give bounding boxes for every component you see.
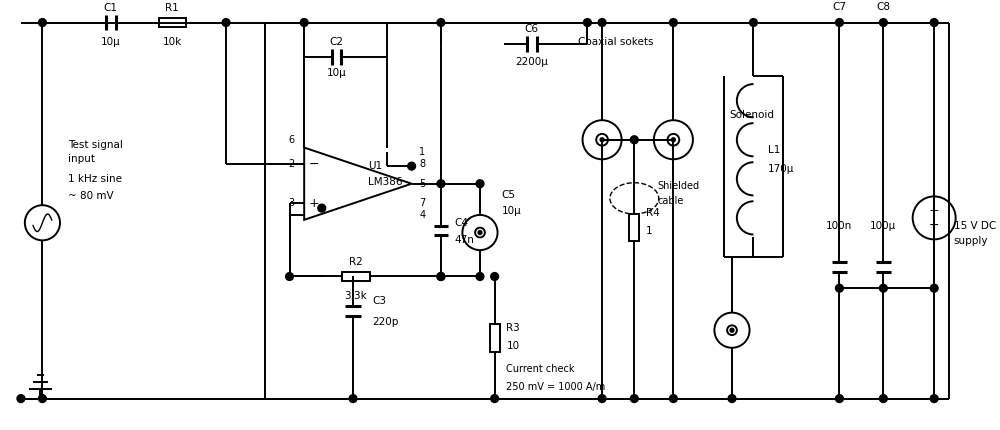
Circle shape [437, 18, 445, 27]
Text: R1: R1 [165, 3, 179, 13]
Text: 10k: 10k [163, 37, 182, 47]
Text: 10μ: 10μ [101, 37, 121, 47]
Circle shape [669, 18, 677, 27]
Text: −: − [929, 219, 939, 232]
Circle shape [630, 136, 638, 144]
Text: 10μ: 10μ [501, 206, 521, 216]
Text: 170μ: 170μ [768, 164, 794, 174]
Circle shape [437, 273, 445, 280]
Text: C3: C3 [373, 296, 387, 306]
Circle shape [879, 18, 887, 27]
Text: 3: 3 [288, 198, 294, 208]
Text: input: input [68, 154, 95, 164]
Text: Current check: Current check [506, 364, 575, 374]
Text: 3.3k: 3.3k [345, 291, 367, 301]
Circle shape [879, 395, 887, 402]
Text: Solenoid: Solenoid [729, 111, 774, 120]
Circle shape [930, 284, 938, 292]
Circle shape [491, 395, 499, 402]
Circle shape [222, 18, 230, 27]
Text: R2: R2 [349, 257, 363, 267]
Circle shape [598, 395, 606, 402]
Text: 2: 2 [288, 159, 294, 169]
Circle shape [836, 18, 843, 27]
Circle shape [669, 395, 677, 402]
Text: 100μ: 100μ [870, 221, 896, 231]
Circle shape [17, 395, 25, 402]
Circle shape [437, 273, 445, 280]
Circle shape [879, 284, 887, 292]
Circle shape [478, 230, 482, 234]
Circle shape [476, 273, 484, 280]
Text: 220p: 220p [373, 317, 399, 327]
Circle shape [39, 395, 46, 402]
Circle shape [408, 162, 416, 170]
Text: 10: 10 [506, 341, 519, 351]
Text: C4: C4 [455, 218, 469, 228]
Text: 15 V DC: 15 V DC [954, 221, 996, 231]
Text: 250 mV = 1000 A/m: 250 mV = 1000 A/m [506, 382, 606, 392]
Circle shape [671, 138, 675, 142]
Text: C5: C5 [501, 190, 515, 200]
Circle shape [728, 395, 736, 402]
Circle shape [584, 18, 591, 27]
Text: 2200μ: 2200μ [515, 57, 548, 67]
Circle shape [600, 138, 604, 142]
Circle shape [750, 18, 757, 27]
Bar [159, 18, 186, 28]
Bar [629, 214, 639, 241]
Text: 8: 8 [419, 159, 426, 169]
Text: cable: cable [658, 196, 684, 206]
Circle shape [437, 180, 445, 187]
Text: 100n: 100n [826, 221, 853, 231]
Circle shape [630, 395, 638, 402]
Text: Coaxial sokets: Coaxial sokets [578, 37, 653, 47]
Text: Shielded: Shielded [658, 181, 700, 190]
Bar [490, 324, 500, 352]
Text: 7: 7 [419, 198, 426, 208]
Text: 10μ: 10μ [327, 68, 346, 78]
Text: L1: L1 [768, 144, 780, 154]
Text: 1: 1 [646, 226, 653, 236]
Circle shape [930, 18, 938, 27]
Text: 4: 4 [419, 210, 426, 220]
Text: LM386: LM386 [368, 177, 402, 187]
Circle shape [730, 328, 734, 332]
Text: supply: supply [954, 237, 988, 246]
Text: ~ 80 mV: ~ 80 mV [68, 191, 113, 201]
Circle shape [286, 273, 293, 280]
Text: +: + [929, 203, 939, 217]
Circle shape [836, 284, 843, 292]
Circle shape [349, 395, 357, 402]
Text: C2: C2 [329, 37, 343, 47]
Text: 47n: 47n [455, 235, 474, 246]
Text: 6: 6 [288, 135, 294, 145]
Text: R3: R3 [506, 323, 520, 333]
Text: 1: 1 [419, 147, 426, 157]
Circle shape [300, 18, 308, 27]
Text: C6: C6 [525, 25, 539, 34]
Text: +: + [309, 197, 319, 210]
Text: 1 kHz sine: 1 kHz sine [68, 174, 122, 184]
Circle shape [318, 204, 326, 212]
Text: R4: R4 [646, 208, 660, 218]
Text: −: − [309, 158, 319, 171]
Bar [342, 272, 370, 281]
Circle shape [930, 395, 938, 402]
Circle shape [491, 273, 499, 280]
Text: Test signal: Test signal [68, 140, 123, 150]
Text: C7: C7 [832, 2, 846, 12]
Circle shape [836, 395, 843, 402]
Circle shape [39, 18, 46, 27]
Circle shape [476, 180, 484, 187]
Text: 5: 5 [419, 179, 426, 189]
Text: C1: C1 [104, 3, 118, 13]
Text: U1: U1 [368, 161, 382, 171]
Circle shape [598, 18, 606, 27]
Text: C8: C8 [876, 2, 890, 12]
